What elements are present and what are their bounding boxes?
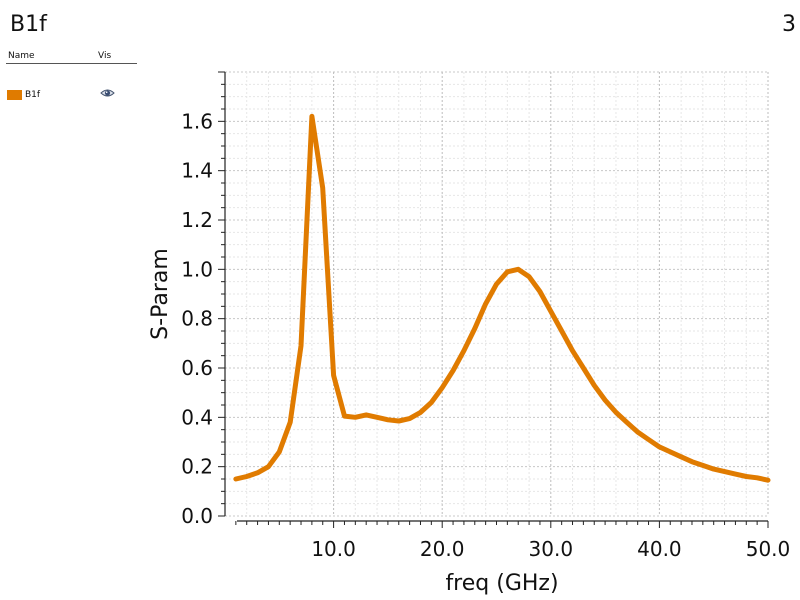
x-tick-labels: 10.0 20.0 30.0 40.0 50.0 — [311, 537, 790, 561]
legend-item-label: B1f — [25, 90, 41, 100]
y-tick-label: 0.0 — [181, 504, 213, 528]
chart-title: B1f — [10, 12, 47, 37]
y-tick-label: 0.4 — [181, 405, 213, 429]
y-tick-label: 0.8 — [181, 307, 213, 331]
x-tick-label: 10.0 — [311, 537, 356, 561]
y-tick-label: 1.2 — [181, 208, 213, 232]
legend-col-name: Name — [8, 51, 35, 61]
series-layer — [233, 113, 771, 483]
y-tick-label: 0.6 — [181, 356, 213, 380]
y-tick-labels: 0.0 0.2 0.4 0.6 0.8 1.0 1.2 1.4 1.6 — [181, 109, 213, 528]
x-tick-label: 50.0 — [746, 537, 791, 561]
legend-swatch — [7, 90, 22, 100]
axes — [218, 71, 769, 528]
x-tick-label: 30.0 — [529, 537, 574, 561]
y-axis-title: S-Param — [148, 248, 173, 340]
grid — [224, 71, 769, 517]
legend-item-b1f[interactable]: B1f — [6, 87, 137, 110]
legend-header: Name Vis — [6, 48, 137, 64]
y-tick-label: 0.2 — [181, 455, 213, 479]
page-number: 3 — [782, 12, 796, 37]
series-line-b1f — [233, 113, 771, 483]
x-tick-label: 20.0 — [420, 537, 465, 561]
y-tick-label: 1.6 — [181, 109, 213, 133]
y-tick-label: 1.4 — [181, 159, 213, 183]
x-axis-title: freq (GHz) — [445, 571, 558, 596]
y-tick-label: 1.0 — [181, 257, 213, 281]
x-tick-label: 40.0 — [637, 537, 682, 561]
legend-col-vis: Vis — [98, 51, 112, 61]
eye-icon[interactable] — [100, 87, 115, 99]
legend-panel: Name Vis B1f — [6, 48, 137, 110]
